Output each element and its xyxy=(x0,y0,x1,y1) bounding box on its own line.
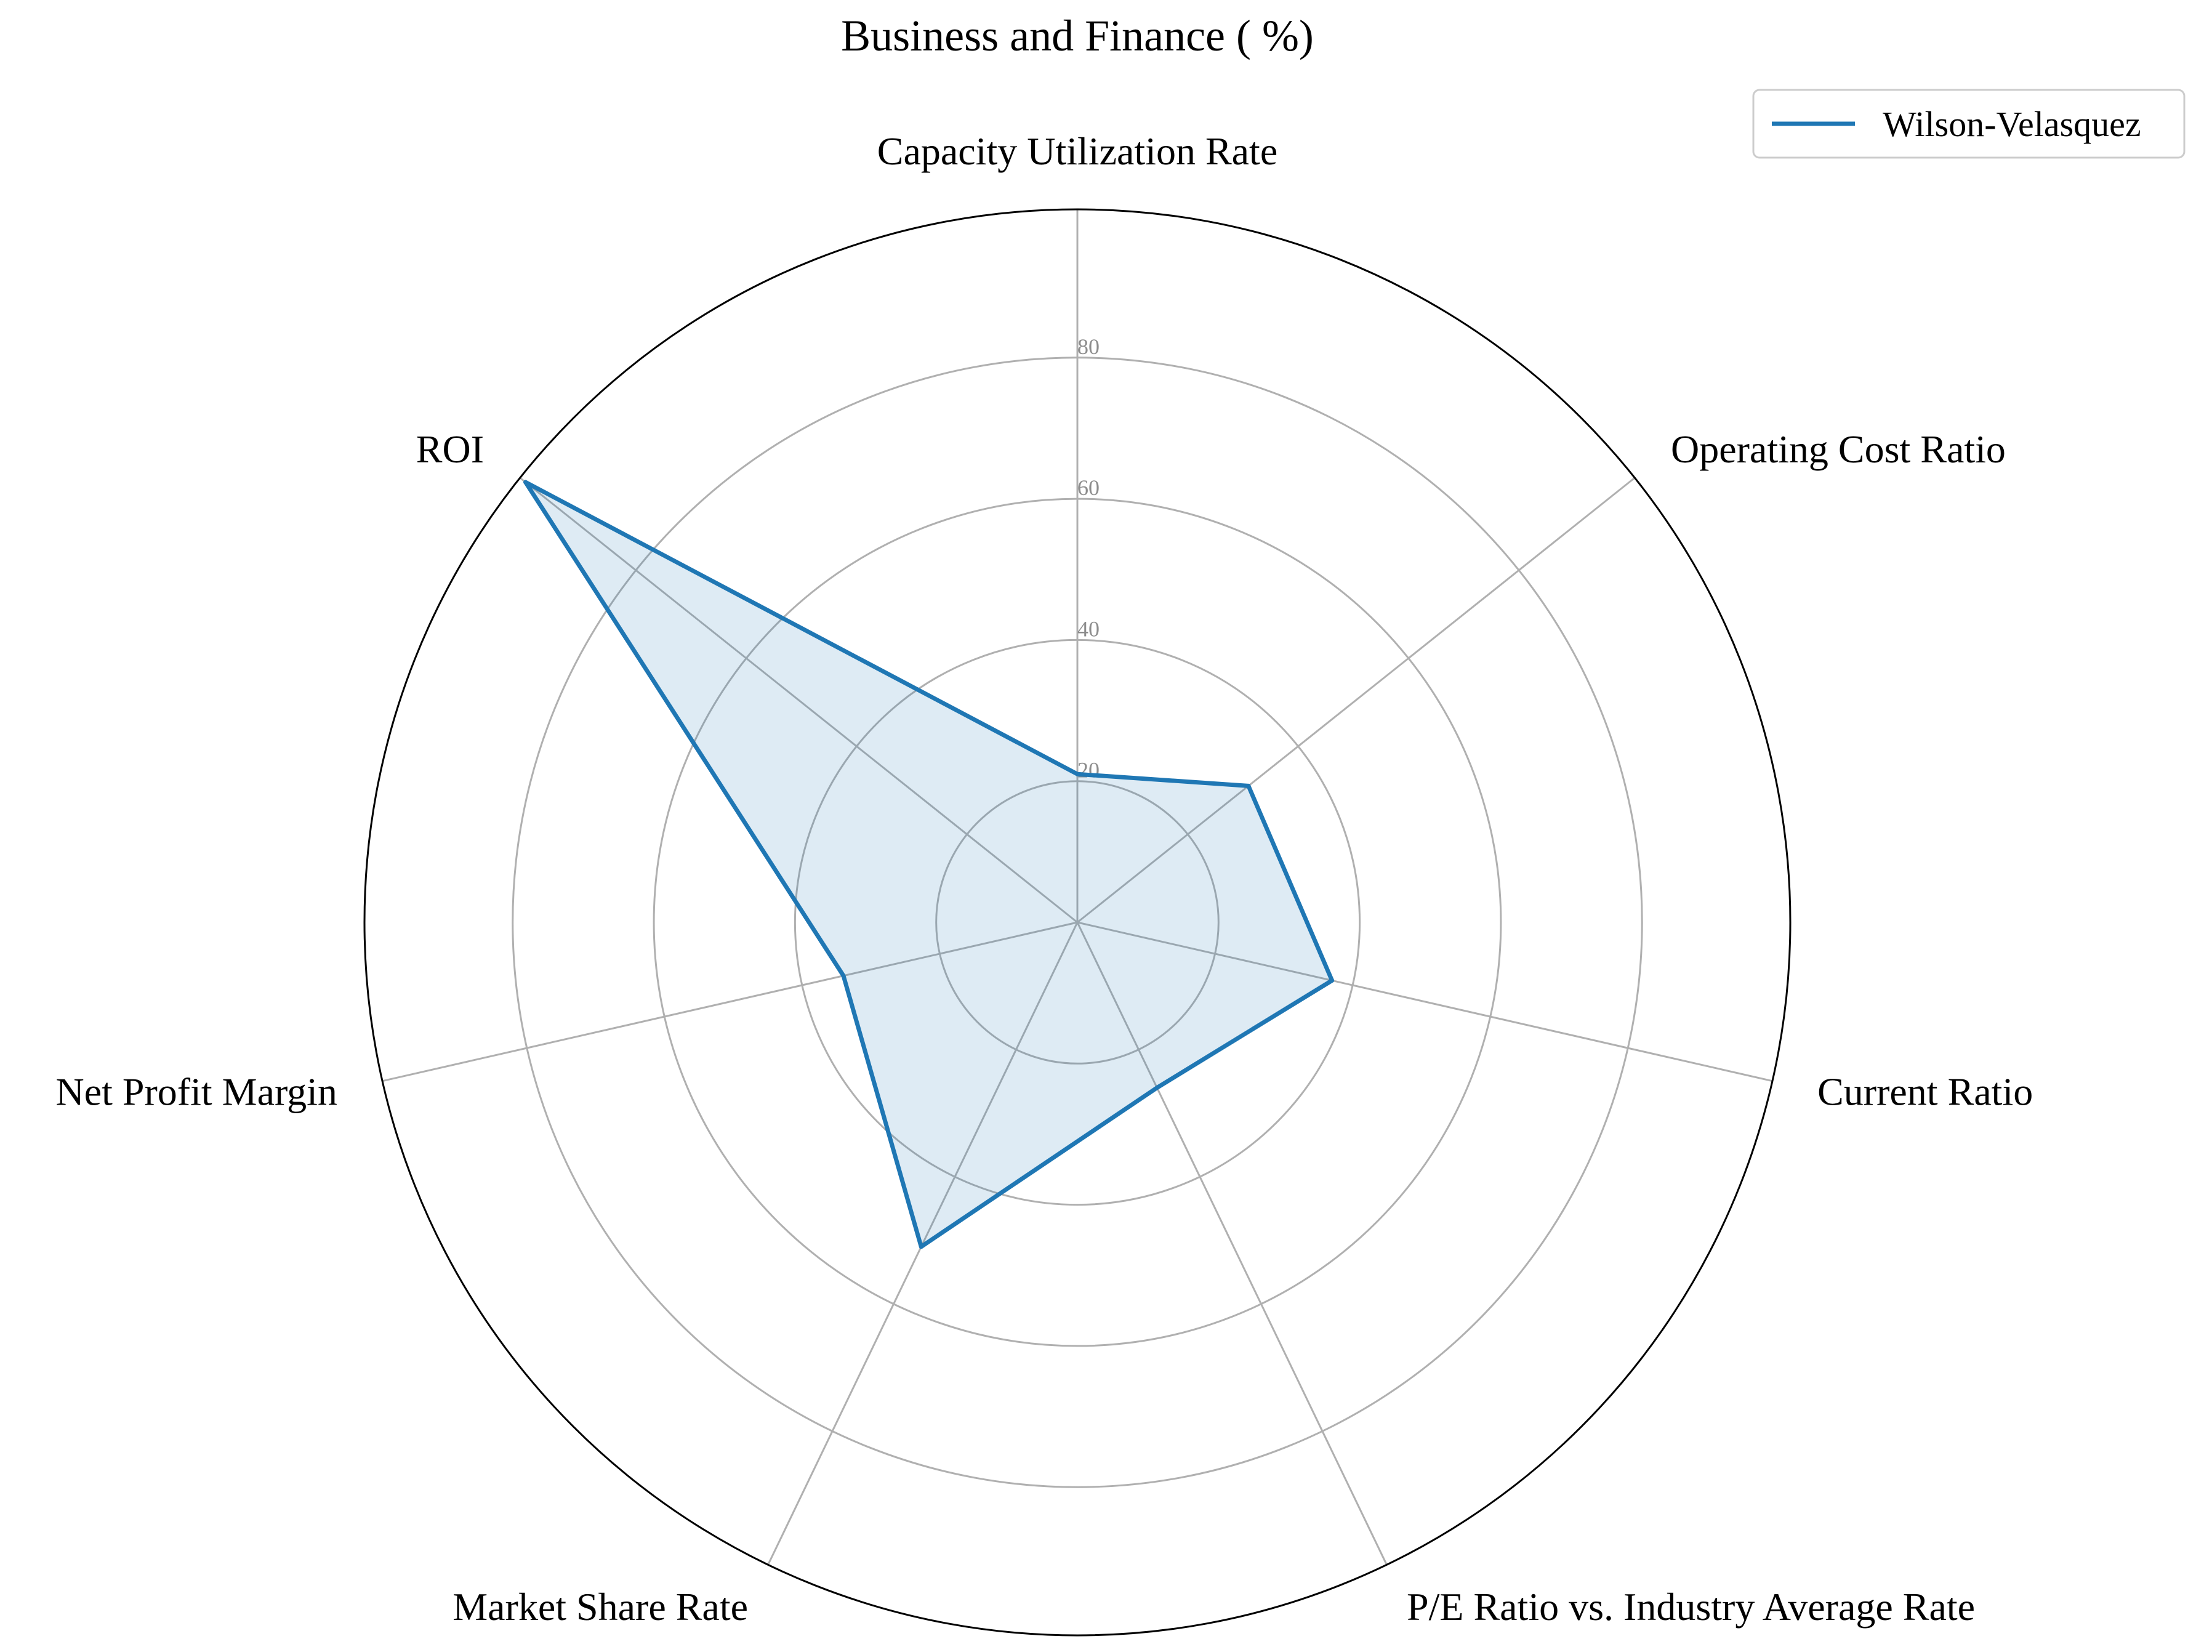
spoke-gridline xyxy=(382,921,1078,1082)
category-label: ROI xyxy=(416,427,484,471)
category-label: P/E Ratio vs. Industry Average Rate xyxy=(1407,1585,1975,1629)
radial-tick-label: 40 xyxy=(1077,616,1100,641)
data-point xyxy=(1154,1086,1159,1090)
data-point xyxy=(1075,772,1080,776)
data-point xyxy=(919,1244,923,1249)
spoke-gridline xyxy=(519,477,1078,924)
series-area xyxy=(525,482,1332,1247)
chart-title: Business and Finance ( %) xyxy=(841,11,1314,60)
legend-label: Wilson-Velasquez xyxy=(1883,104,2141,144)
radial-tick-label: 60 xyxy=(1077,475,1100,500)
series-line xyxy=(523,480,1335,1249)
data-point xyxy=(841,973,846,978)
category-label: Capacity Utilization Rate xyxy=(877,129,1277,173)
data-point xyxy=(1246,783,1251,788)
spoke-gridline xyxy=(1077,921,1773,1082)
radial-tick-label: 20 xyxy=(1077,758,1100,783)
category-label: Market Share Rate xyxy=(452,1585,748,1629)
series-layer xyxy=(523,480,1335,1249)
spoke-gridline xyxy=(1076,922,1388,1565)
category-label: Net Profit Margin xyxy=(55,1070,337,1113)
outer-frame xyxy=(363,208,1792,1637)
data-point xyxy=(523,480,528,485)
data-point xyxy=(1330,978,1335,983)
grid: 20 40 60 80 xyxy=(363,208,1792,1637)
spoke-gridline xyxy=(1077,477,1636,924)
category-label: Current Ratio xyxy=(1817,1070,2033,1113)
category-labels: Capacity Utilization Rate Operating Cost … xyxy=(55,129,2033,1629)
legend: Wilson-Velasquez xyxy=(1752,89,2186,159)
legend-box xyxy=(1752,89,2186,159)
category-label: Operating Cost Ratio xyxy=(1671,427,2006,471)
radial-tick-label: 80 xyxy=(1077,334,1100,359)
